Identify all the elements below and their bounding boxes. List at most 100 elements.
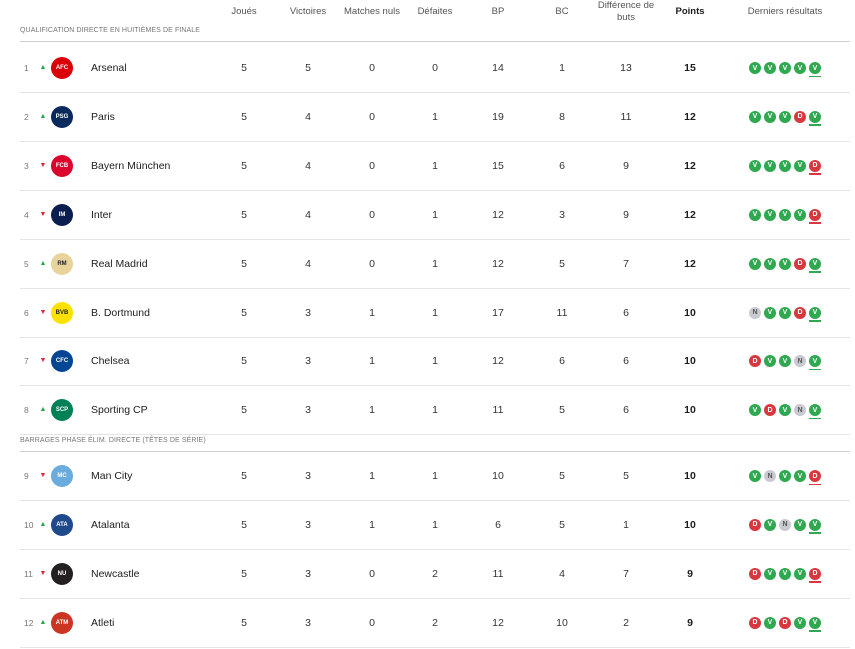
team-name[interactable]: Atalanta	[91, 518, 130, 531]
table-row[interactable]: 2 ▲ PSG Paris 5 4 0 1 19 8 11 12 V V V D V	[20, 93, 850, 142]
trend-down-icon: ▼	[39, 308, 47, 316]
result-win-badge[interactable]: V	[779, 306, 791, 319]
result-loss-badge[interactable]: D	[749, 567, 761, 580]
result-loss-badge[interactable]: D	[809, 470, 821, 485]
table-row[interactable]: 7 ▼ CFC Chelsea 5 3 1 1 12 6 6 10 D V V N V	[20, 337, 850, 387]
result-loss-badge[interactable]: D	[794, 110, 806, 123]
result-win-badge[interactable]: V	[749, 110, 761, 123]
result-win-badge[interactable]: V	[764, 616, 776, 629]
real-madrid-crest-icon: RM	[51, 252, 73, 275]
stat-pts: 9	[687, 567, 693, 580]
table-row[interactable]: 1 ▲ AFC Arsenal 5 5 0 0 14 1 13 15 V V V V V	[20, 44, 850, 93]
table-row[interactable]: 5 ▲ RM Real Madrid 5 4 0 1 12 5 7 12 V V V D V	[20, 240, 850, 289]
result-win-badge[interactable]: V	[809, 306, 821, 322]
result-draw-badge[interactable]: N	[794, 404, 806, 417]
stat-draws: 1	[369, 404, 375, 417]
trend-up-icon: ▲	[39, 520, 47, 528]
team-name[interactable]: Bayern München	[91, 159, 171, 172]
team-name[interactable]: Real Madrid	[91, 257, 148, 270]
result-win-badge[interactable]: V	[809, 616, 821, 632]
man-city-crest-icon: MC	[51, 465, 73, 487]
stat-pts: 10	[684, 355, 696, 368]
table-row[interactable]: 8 ▲ SCP Sporting CP 5 3 1 1 11 5 6 10 V D V N V	[20, 386, 850, 436]
table-row[interactable]: 11 ▼ NU Newcastle 5 3 0 2 11 4 7 9 D V V V D	[20, 550, 850, 599]
result-win-badge[interactable]: V	[794, 159, 806, 172]
result-win-badge[interactable]: V	[779, 355, 791, 368]
result-loss-badge[interactable]: D	[809, 567, 821, 583]
result-win-badge[interactable]: V	[764, 567, 776, 580]
team-name[interactable]: B. Dortmund	[91, 306, 150, 319]
result-win-badge[interactable]: V	[749, 208, 761, 221]
result-loss-badge[interactable]: D	[794, 257, 806, 270]
team-name[interactable]: Atleti	[91, 616, 115, 629]
result-win-badge[interactable]: V	[794, 62, 806, 74]
team-name[interactable]: Man City	[91, 470, 133, 482]
result-draw-badge[interactable]: N	[764, 470, 776, 482]
stat-gd: 6	[623, 306, 629, 319]
result-win-badge[interactable]: V	[809, 257, 821, 273]
result-win-badge[interactable]: V	[779, 208, 791, 221]
result-win-badge[interactable]: V	[779, 110, 791, 123]
result-win-badge[interactable]: V	[809, 355, 821, 371]
result-win-badge[interactable]: V	[764, 62, 776, 74]
team-name[interactable]: Arsenal	[91, 62, 127, 74]
result-win-badge[interactable]: V	[764, 518, 776, 531]
result-draw-badge[interactable]: N	[749, 306, 761, 319]
result-win-badge[interactable]: V	[809, 518, 821, 534]
result-win-badge[interactable]: V	[764, 306, 776, 319]
team-name[interactable]: Inter	[91, 208, 113, 221]
header-points: Points	[675, 6, 705, 17]
result-win-badge[interactable]: V	[749, 159, 761, 172]
trend-up-icon: ▲	[39, 259, 47, 267]
result-win-badge[interactable]: V	[779, 567, 791, 580]
result-win-badge[interactable]: V	[794, 518, 806, 531]
result-loss-badge[interactable]: D	[749, 616, 761, 629]
team-name[interactable]: Newcastle	[91, 567, 140, 580]
result-win-badge[interactable]: V	[779, 470, 791, 482]
result-win-badge[interactable]: V	[749, 62, 761, 74]
result-win-badge[interactable]: V	[749, 470, 761, 482]
result-win-badge[interactable]: V	[794, 616, 806, 629]
result-win-badge[interactable]: V	[779, 159, 791, 172]
result-win-badge[interactable]: V	[764, 208, 776, 221]
result-draw-badge[interactable]: N	[794, 355, 806, 368]
table-row[interactable]: 4 ▼ IM Inter 5 4 0 1 12 3 9 12 V V V V D	[20, 191, 850, 240]
stat-wins: 3	[305, 518, 311, 531]
header-form: Derniers résultats	[747, 6, 823, 17]
result-draw-badge[interactable]: N	[779, 518, 791, 531]
result-win-badge[interactable]: V	[749, 257, 761, 270]
result-win-badge[interactable]: V	[764, 110, 776, 123]
result-loss-badge[interactable]: D	[749, 355, 761, 368]
stat-gf: 10	[492, 470, 504, 482]
result-win-badge[interactable]: V	[764, 159, 776, 172]
result-win-badge[interactable]: V	[779, 62, 791, 74]
team-name[interactable]: Paris	[91, 110, 115, 123]
result-win-badge[interactable]: V	[779, 257, 791, 270]
result-win-badge[interactable]: V	[794, 208, 806, 221]
result-win-badge[interactable]: V	[794, 567, 806, 580]
table-row[interactable]: 9 ▼ MC Man City 5 3 1 1 10 5 5 10 V N V V D	[20, 452, 850, 501]
table-row[interactable]: 6 ▼ BVB B. Dortmund 5 3 1 1 17 11 6 10 N V V D V	[20, 289, 850, 338]
table-row[interactable]: 3 ▼ FCB Bayern München 5 4 0 1 15 6 9 12 V V V V D	[20, 142, 850, 191]
result-win-badge[interactable]: V	[809, 404, 821, 420]
result-win-badge[interactable]: V	[779, 404, 791, 417]
result-loss-badge[interactable]: D	[794, 306, 806, 319]
table-row[interactable]: 10 ▲ ATA Atalanta 5 3 1 1 6 5 1 10 D V N V V	[20, 501, 850, 550]
result-loss-badge[interactable]: D	[779, 616, 791, 629]
team-name[interactable]: Sporting CP	[91, 404, 148, 417]
result-win-badge[interactable]: V	[794, 470, 806, 482]
result-loss-badge[interactable]: D	[809, 208, 821, 224]
result-loss-badge[interactable]: D	[809, 159, 821, 175]
result-win-badge[interactable]: V	[809, 110, 821, 126]
team-name[interactable]: Chelsea	[91, 355, 130, 368]
stat-losses: 1	[432, 257, 438, 270]
result-win-badge[interactable]: V	[809, 62, 821, 77]
result-win-badge[interactable]: V	[764, 355, 776, 368]
result-win-badge[interactable]: V	[764, 257, 776, 270]
table-row[interactable]: 12 ▲ ATM Atleti 5 3 0 2 12 10 2 9 D V D V V	[20, 599, 850, 648]
result-win-badge[interactable]: V	[749, 404, 761, 417]
result-loss-badge[interactable]: D	[764, 404, 776, 417]
result-loss-badge[interactable]: D	[749, 518, 761, 531]
